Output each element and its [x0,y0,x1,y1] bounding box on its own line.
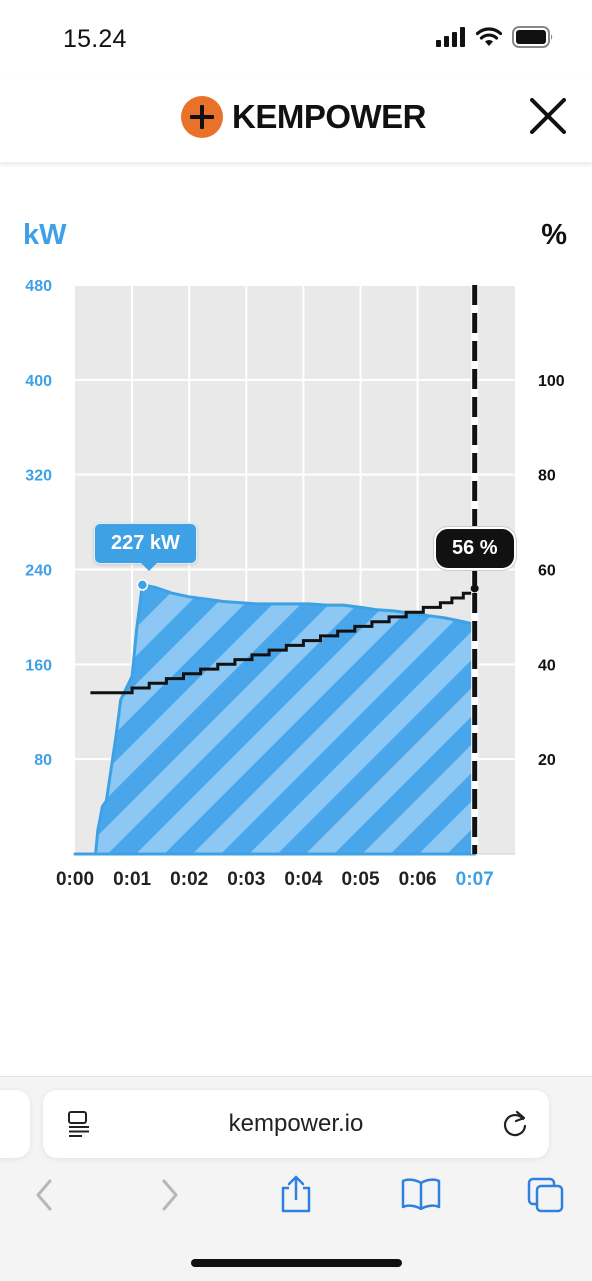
app-header: KEMPOWER [0,80,592,163]
status-time: 15.24 [63,25,127,53]
close-icon[interactable] [528,96,568,136]
x-tick-label: 0:07 [456,869,494,890]
y-right-tick-label: 60 [538,563,556,580]
y-left-tick-label: 160 [25,657,52,674]
power-tooltip: 227 kW [94,523,197,571]
x-tick-label: 0:03 [227,869,265,890]
x-tick-label: 0:04 [284,869,322,890]
y-right-tick-label: 20 [538,752,556,769]
brand-logo[interactable]: KEMPOWER [181,96,427,138]
home-indicator[interactable] [191,1259,402,1267]
soc-series [90,588,477,695]
previous-tab-pill[interactable] [0,1090,30,1158]
left-axis-unit: kW [23,219,67,251]
right-axis-unit: % [541,219,567,251]
browser-nav [0,1174,592,1217]
x-tick-label: 0:01 [113,869,151,890]
signal-icon [436,27,465,47]
y-left-tick-label: 480 [25,278,52,295]
soc-tooltip: 56 % [434,527,516,570]
x-tick-label: 0:05 [341,869,379,890]
y-right-tick-label: 100 [538,373,565,390]
x-tick-label: 0:00 [56,869,94,890]
url-text: kempower.io [228,1110,364,1137]
reader-icon[interactable] [67,1110,93,1138]
y-left-tick-label: 80 [34,752,52,769]
browser-toolbar: kempower.io [0,1076,592,1281]
power-area [73,583,477,856]
brand-name: KEMPOWER [232,98,427,135]
power-series [73,579,477,856]
reload-icon[interactable] [501,1109,529,1139]
soc-line [90,588,477,695]
wifi-icon [476,27,502,46]
y-left-ticks: 480 400 320 240 160 80 [25,278,52,769]
y-left-tick-label: 320 [25,468,52,485]
status-icons [436,26,554,48]
share-icon[interactable] [279,1174,313,1214]
y-left-tick-label: 240 [25,563,52,580]
kempower-plus-logo-icon [181,96,223,138]
x-ticks: 0:00 0:01 0:02 0:03 0:04 0:05 0:06 0:07 [56,869,494,890]
address-bar[interactable]: kempower.io [43,1090,549,1158]
status-bar: 15.24 [0,0,592,80]
forward-icon[interactable] [160,1177,180,1213]
y-right-tick-label: 80 [538,468,556,485]
marker-soc-point [470,584,479,593]
back-icon[interactable] [34,1177,54,1213]
y-right-ticks: 100 80 60 40 20 [538,373,565,769]
y-right-tick-label: 40 [538,657,556,674]
y-left-tick-label: 400 [25,373,52,390]
tabs-icon[interactable] [527,1177,565,1213]
x-tick-label: 0:02 [170,869,208,890]
bookmarks-icon[interactable] [401,1177,441,1211]
battery-icon [512,26,553,48]
peak-point [136,579,149,591]
x-tick-label: 0:06 [399,869,437,890]
